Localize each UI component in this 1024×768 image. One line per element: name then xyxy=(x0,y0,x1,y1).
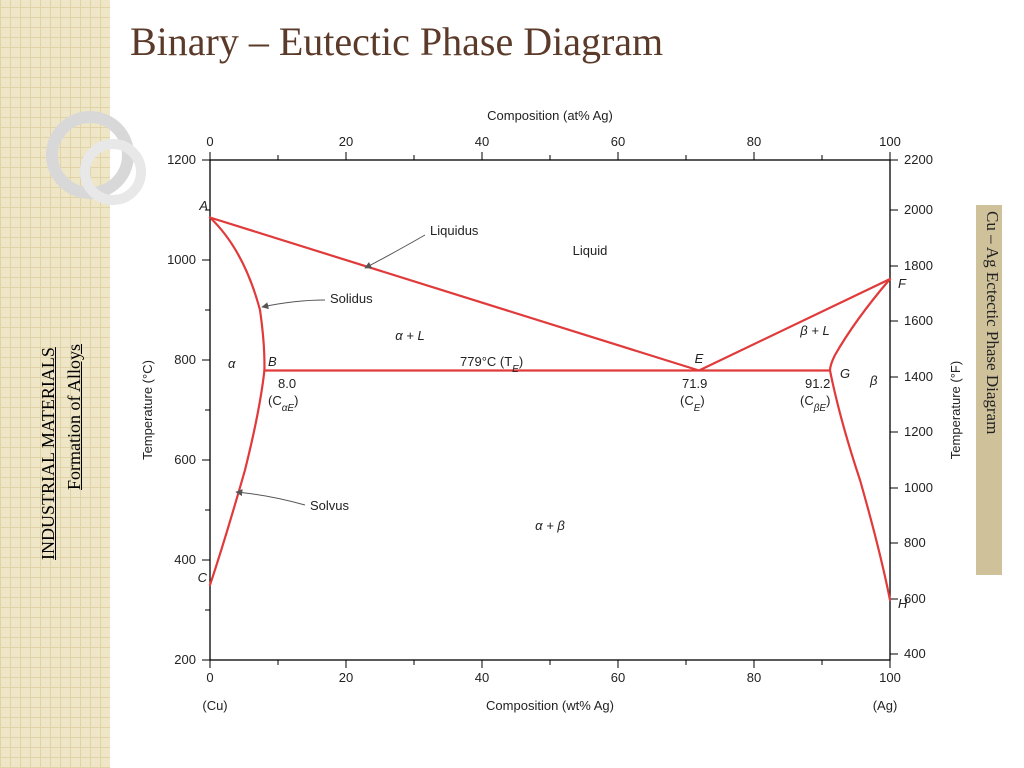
svg-text:1000: 1000 xyxy=(167,252,196,267)
y-left-label: Temperature (°C) xyxy=(140,360,155,460)
CE-val: 71.9 xyxy=(682,376,707,391)
solvus-left xyxy=(210,371,264,586)
slide-title: Binary – Eutectic Phase Diagram xyxy=(130,18,663,65)
sidebar-subtitle: Formation of Alloys xyxy=(64,344,85,490)
liquidus-arrow xyxy=(365,235,425,268)
region-aL: α + L xyxy=(395,328,424,343)
svg-text:80: 80 xyxy=(747,134,761,149)
point-B: B xyxy=(268,354,277,369)
svg-text:40: 40 xyxy=(475,134,489,149)
point-A: A xyxy=(198,198,208,213)
svg-text:1600: 1600 xyxy=(904,313,933,328)
svg-text:100: 100 xyxy=(879,134,901,149)
region-b: β xyxy=(869,373,878,388)
svg-text:20: 20 xyxy=(339,134,353,149)
svg-text:600: 600 xyxy=(174,452,196,467)
svg-text:0: 0 xyxy=(206,134,213,149)
region-a: α xyxy=(228,356,236,371)
x-bottom-label: Composition (wt% Ag) xyxy=(486,698,614,713)
svg-text:60: 60 xyxy=(611,134,625,149)
svg-text:1200: 1200 xyxy=(904,424,933,439)
y-right-label: Temperature (°F) xyxy=(948,361,963,459)
svg-text:400: 400 xyxy=(174,552,196,567)
CaE-val: 8.0 xyxy=(278,376,296,391)
point-H: H xyxy=(898,596,908,611)
CbE: (CβE) xyxy=(800,393,830,414)
region-bL: β + L xyxy=(799,323,829,338)
svg-text:2000: 2000 xyxy=(904,202,933,217)
solidus-left xyxy=(210,218,264,371)
svg-text:0: 0 xyxy=(206,670,213,685)
svg-text:80: 80 xyxy=(747,670,761,685)
point-E: E xyxy=(695,351,704,366)
solvus-label: Solvus xyxy=(310,498,350,513)
liquidus-curve xyxy=(210,218,890,371)
solvus-right xyxy=(830,371,890,601)
region-liquid: Liquid xyxy=(573,243,608,258)
solvus-arrow xyxy=(236,492,305,505)
svg-text:60: 60 xyxy=(611,670,625,685)
CbE-val: 91.2 xyxy=(805,376,830,391)
svg-text:100: 100 xyxy=(879,670,901,685)
svg-text:1000: 1000 xyxy=(904,480,933,495)
svg-text:1200: 1200 xyxy=(167,152,196,167)
x-right-end: (Ag) xyxy=(873,698,898,713)
point-C: C xyxy=(198,570,208,585)
svg-text:800: 800 xyxy=(174,352,196,367)
svg-text:1400: 1400 xyxy=(904,369,933,384)
svg-text:2200: 2200 xyxy=(904,152,933,167)
svg-text:200: 200 xyxy=(174,652,196,667)
svg-text:40: 40 xyxy=(475,670,489,685)
region-ab: α + β xyxy=(535,518,565,533)
x-left-end: (Cu) xyxy=(202,698,227,713)
slide: Binary – Eutectic Phase Diagram INDUSTRI… xyxy=(0,0,1024,768)
svg-text:800: 800 xyxy=(904,535,926,550)
liquidus-label: Liquidus xyxy=(430,223,479,238)
point-F: F xyxy=(898,276,907,291)
svg-text:20: 20 xyxy=(339,670,353,685)
svg-text:400: 400 xyxy=(904,646,926,661)
x-ticks: 0 20 40 60 80 100 0 20 40 60 80 100 xyxy=(206,134,900,685)
y-right-ticks: 400 600 800 1000 1200 1400 1600 1800 200… xyxy=(890,152,933,661)
solidus-arrow xyxy=(262,300,325,307)
sidebar-title: INDUSTRIAL MATERIALS xyxy=(38,347,59,560)
x-top-label: Composition (at% Ag) xyxy=(487,108,613,123)
solidus-label: Solidus xyxy=(330,291,373,306)
phase-diagram-chart: 0 20 40 60 80 100 0 20 40 60 80 100 xyxy=(130,100,990,750)
point-G: G xyxy=(840,366,850,381)
CaE: (CαE) xyxy=(268,393,298,414)
svg-text:1800: 1800 xyxy=(904,258,933,273)
y-left-ticks: 200 400 600 800 1000 1200 xyxy=(167,152,210,667)
CE: (CE) xyxy=(680,393,705,414)
